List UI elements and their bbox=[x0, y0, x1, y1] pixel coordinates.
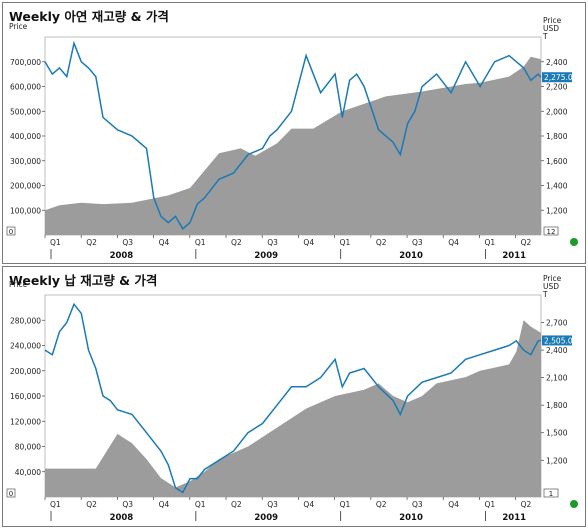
left-tick-label: 160,000 bbox=[10, 392, 41, 401]
right-box bbox=[543, 488, 559, 498]
right-box-label: 12 bbox=[547, 228, 556, 236]
left-tick-label: 600,000 bbox=[10, 83, 41, 92]
chart-svg: Price 40,000 80,000 120,000 160,000 200,000 24… bbox=[6, 274, 578, 523]
right-tick-label: 1,400 bbox=[546, 182, 568, 191]
quarter-label: Q3 bbox=[267, 500, 278, 509]
right-tick-label: 1,500 bbox=[546, 429, 568, 438]
right-tick-label: 2,400 bbox=[546, 346, 568, 355]
quarter-label: Q1 bbox=[50, 238, 61, 247]
right-tick-label: 2,100 bbox=[546, 374, 568, 383]
quarter-label: Q3 bbox=[122, 500, 133, 509]
left-axis-label: Price bbox=[9, 22, 28, 31]
quarter-label: Q3 bbox=[412, 500, 423, 509]
quarter-label: Q4 bbox=[448, 500, 459, 509]
quarter-label: Q2 bbox=[376, 500, 387, 509]
right-box bbox=[543, 226, 559, 236]
quarter-label: Q2 bbox=[231, 500, 242, 509]
quarter-label: Q4 bbox=[448, 238, 459, 247]
right-tick-label: 2,000 bbox=[546, 107, 568, 116]
right-tick-label: 2,700 bbox=[546, 319, 568, 328]
price-line bbox=[44, 302, 542, 494]
quarter-label: Q1 bbox=[340, 238, 351, 247]
quarter-label: Q3 bbox=[122, 238, 133, 247]
quarter-label: Q2 bbox=[231, 238, 242, 247]
right-axis-unit: USD bbox=[543, 24, 559, 33]
right-axis-label: Price bbox=[543, 16, 562, 25]
right-axis-unit: USD bbox=[543, 282, 559, 291]
left-box bbox=[6, 226, 16, 236]
right-tick-label: 1,800 bbox=[546, 401, 568, 410]
left-tick-label: 80,000 bbox=[15, 443, 41, 452]
left-axis-label: Price bbox=[9, 280, 28, 289]
quarter-label: Q2 bbox=[376, 238, 387, 247]
quarter-label: Q2 bbox=[86, 500, 97, 509]
chart-title: Weekly 납 재고량 & 가격 bbox=[9, 273, 158, 288]
year-label: 2008 bbox=[110, 513, 134, 523]
quarter-label: Q1 bbox=[50, 500, 61, 509]
quarter-label: Q1 bbox=[484, 238, 495, 247]
quarter-label: Q4 bbox=[159, 500, 170, 509]
right-tick-label: 1,200 bbox=[546, 456, 568, 465]
price-line bbox=[44, 40, 542, 230]
quarter-label: Q4 bbox=[303, 238, 314, 247]
left-tick-label: 400,000 bbox=[10, 132, 41, 141]
current-value-label: 2,505.00 bbox=[544, 336, 578, 345]
quarter-label: Q3 bbox=[267, 238, 278, 247]
inventory-area bbox=[45, 320, 541, 497]
left-tick-label: 120,000 bbox=[10, 417, 41, 426]
right-tick-label: 2,400 bbox=[546, 58, 568, 67]
left-tick-label: 240,000 bbox=[10, 342, 41, 351]
current-value-tag bbox=[542, 335, 572, 346]
left-tick-label: 200,000 bbox=[10, 182, 41, 191]
right-tick-label: 1,600 bbox=[546, 157, 568, 166]
left-tick-label: 700,000 bbox=[10, 58, 41, 67]
year-label: 2009 bbox=[254, 513, 278, 523]
right-tick-label: 1,200 bbox=[546, 206, 568, 215]
year-label: 2011 bbox=[502, 251, 526, 261]
chart-svg: Price 100,000 200,000 300,000 400,000 500,000… bbox=[6, 16, 578, 261]
year-label: 2010 bbox=[399, 513, 423, 523]
left-tick-label: 200,000 bbox=[10, 367, 41, 376]
status-dot bbox=[570, 238, 578, 246]
right-tick-label: 2,200 bbox=[546, 83, 568, 92]
zinc-chart-panel: Weekly 아연 재고량 & 가격 Price 100,000 200,000 30… bbox=[2, 2, 586, 264]
quarter-label: Q1 bbox=[195, 500, 206, 509]
right-tick-label: 1,800 bbox=[546, 132, 568, 141]
status-dot bbox=[570, 500, 578, 508]
quarter-label: Q3 bbox=[412, 238, 423, 247]
quarter-label: Q1 bbox=[340, 500, 351, 509]
left-box bbox=[6, 488, 16, 498]
right-box-label: 1 bbox=[549, 490, 553, 498]
current-value-tag bbox=[542, 72, 572, 83]
year-label: 2010 bbox=[399, 251, 423, 261]
quarter-label: Q2 bbox=[521, 238, 532, 247]
right-axis-unit: T bbox=[542, 290, 548, 299]
lead-chart-panel: Weekly 납 재고량 & 가격 Price 40,000 80,000 120,0… bbox=[2, 266, 586, 527]
quarter-label: Q4 bbox=[159, 238, 170, 247]
left-tick-label: 500,000 bbox=[10, 107, 41, 116]
left-tick-label: 280,000 bbox=[10, 316, 41, 325]
right-axis-label: Price bbox=[543, 274, 562, 283]
left-tick-label: 100,000 bbox=[10, 206, 41, 215]
current-value-label: 2,275.00 bbox=[544, 73, 578, 82]
right-axis-unit: T bbox=[542, 32, 548, 41]
left-box-label: 0 bbox=[9, 490, 13, 498]
quarter-label: Q2 bbox=[521, 500, 532, 509]
year-label: 2008 bbox=[110, 251, 134, 261]
left-tick-label: 40,000 bbox=[15, 468, 41, 477]
quarter-label: Q4 bbox=[303, 500, 314, 509]
year-label: 2009 bbox=[254, 251, 278, 261]
left-tick-label: 300,000 bbox=[10, 157, 41, 166]
quarter-label: Q1 bbox=[195, 238, 206, 247]
left-box-label: 0 bbox=[9, 228, 13, 236]
chart-title: Weekly 아연 재고량 & 가격 bbox=[9, 9, 169, 24]
year-label: 2011 bbox=[502, 513, 526, 523]
quarter-label: Q2 bbox=[86, 238, 97, 247]
quarter-label: Q1 bbox=[484, 500, 495, 509]
